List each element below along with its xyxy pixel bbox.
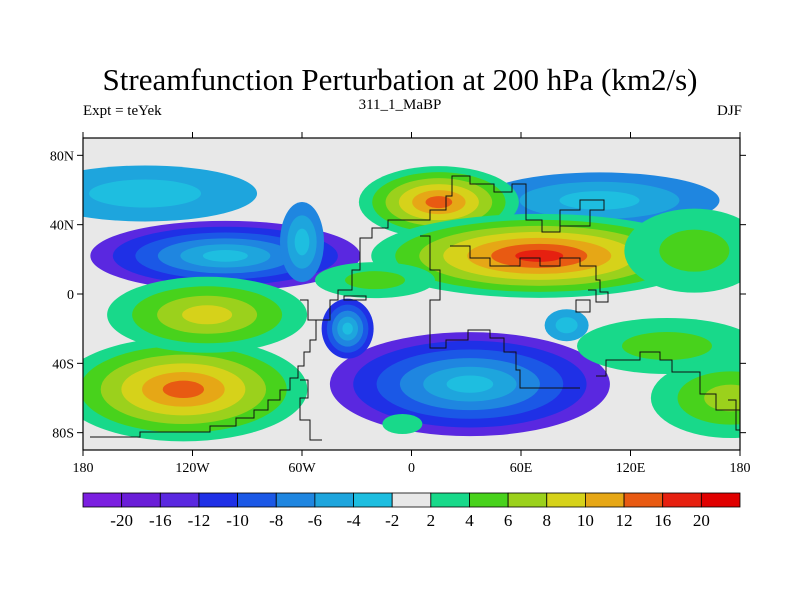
coastline-eurasia: [410, 175, 605, 233]
cyclone-east-pacific-north: [280, 202, 324, 282]
cyclone-southern-africa: [329, 332, 610, 437]
coastline-africa-west: [420, 235, 580, 389]
contour-band: [555, 317, 578, 334]
contour-band: [425, 196, 453, 209]
colorbar-label: -2: [385, 511, 399, 530]
y-tick-label: 80N: [50, 149, 74, 164]
colorbar-swatch: [198, 492, 238, 508]
expt-label: Expt = teYek: [83, 103, 162, 119]
contour-band: [162, 380, 205, 399]
x-tick-label: 60W: [288, 461, 316, 476]
coastline-new-zealand: [728, 399, 740, 431]
colorbar-label: -16: [149, 511, 172, 530]
colorbar-label: -6: [308, 511, 322, 530]
anticyclone-tropical-atlantic: [315, 262, 435, 299]
colorbar-swatch: [700, 492, 741, 508]
colorbar-label: 2: [427, 511, 436, 530]
colorbar-label: 4: [465, 511, 474, 530]
x-tick-label: 60E: [510, 461, 533, 476]
colorbar-label: -8: [269, 511, 283, 530]
chart-title: Streamfunction Perturbation at 200 hPa (…: [102, 62, 698, 97]
cyclone-south-atlantic: [321, 298, 374, 359]
contour-band: [382, 414, 423, 434]
experiment-label: 311_1_MaBP: [358, 97, 442, 113]
colorbar-label: -12: [188, 511, 211, 530]
anticyclone-east-pacific-south: [107, 276, 308, 353]
anticyclone-south-south-atlantic: [382, 414, 423, 434]
colorbar-label: -10: [226, 511, 249, 530]
contour-band: [446, 375, 494, 393]
colorbar-swatch: [662, 492, 702, 508]
contour-band: [515, 249, 564, 262]
colorbar-label: 6: [504, 511, 513, 530]
anticyclone-south-asia: [371, 213, 708, 298]
colorbar-swatch: [82, 492, 123, 508]
colorbar-swatch: [507, 492, 548, 508]
colorbar-swatch: [469, 492, 509, 508]
colorbar-swatch: [430, 492, 470, 508]
colorbar-label: 16: [654, 511, 671, 530]
y-tick-label: 0: [67, 288, 74, 303]
colorbar-swatch: [159, 492, 200, 508]
colorbar-swatch: [275, 492, 316, 508]
colorbar-label: 10: [577, 511, 594, 530]
contour-band: [659, 229, 730, 272]
contour-band: [622, 332, 712, 360]
coastline-antarctica-west: [299, 379, 322, 441]
cyclone-north-pacific: [83, 165, 258, 222]
colorbar-swatch: [314, 492, 354, 508]
season-label: DJF: [716, 103, 742, 119]
coastline-americas: [90, 299, 317, 438]
colorbar-swatch: [623, 492, 664, 508]
colorbar-swatch: [237, 492, 277, 508]
contour-band: [342, 322, 353, 335]
colorbar-swatch: [353, 492, 393, 508]
contour-band: [294, 228, 310, 256]
anticyclone-west-pacific: [624, 208, 740, 293]
contour-band: [704, 384, 740, 412]
coastline-australia: [596, 351, 740, 411]
coastline-islands: [343, 295, 591, 313]
contour-band: [202, 250, 248, 262]
y-tick-label: 80S: [52, 427, 74, 442]
coastline-central-america: [316, 219, 410, 321]
contour-band: [182, 305, 233, 325]
y-tick-label: 40N: [50, 219, 74, 234]
contour-band: [89, 179, 202, 208]
colorbar-swatch: [546, 492, 586, 508]
x-tick-label: 180: [730, 461, 751, 476]
colorbar-label: -4: [346, 511, 361, 530]
coastline-asia-south: [450, 245, 609, 303]
colorbar-swatch: [391, 492, 432, 508]
colorbar-label: 20: [693, 511, 710, 530]
x-tick-label: 180: [73, 461, 94, 476]
x-tick-label: 120E: [616, 461, 646, 476]
y-tick-label: 40S: [52, 357, 74, 372]
contour-band: [345, 271, 405, 290]
anticyclone-south-pacific: [83, 337, 308, 442]
colorbar-label: 8: [543, 511, 552, 530]
x-tick-label: 0: [408, 461, 415, 476]
colorbar-label: 12: [616, 511, 633, 530]
cyclone-south-indian: [544, 309, 589, 342]
colorbar-swatch: [121, 492, 161, 508]
colorbar-label: -20: [110, 511, 133, 530]
anticyclone-southeast-pacific: [650, 358, 740, 438]
x-tick-label: 120W: [175, 461, 210, 476]
colorbar-swatch: [585, 492, 625, 508]
